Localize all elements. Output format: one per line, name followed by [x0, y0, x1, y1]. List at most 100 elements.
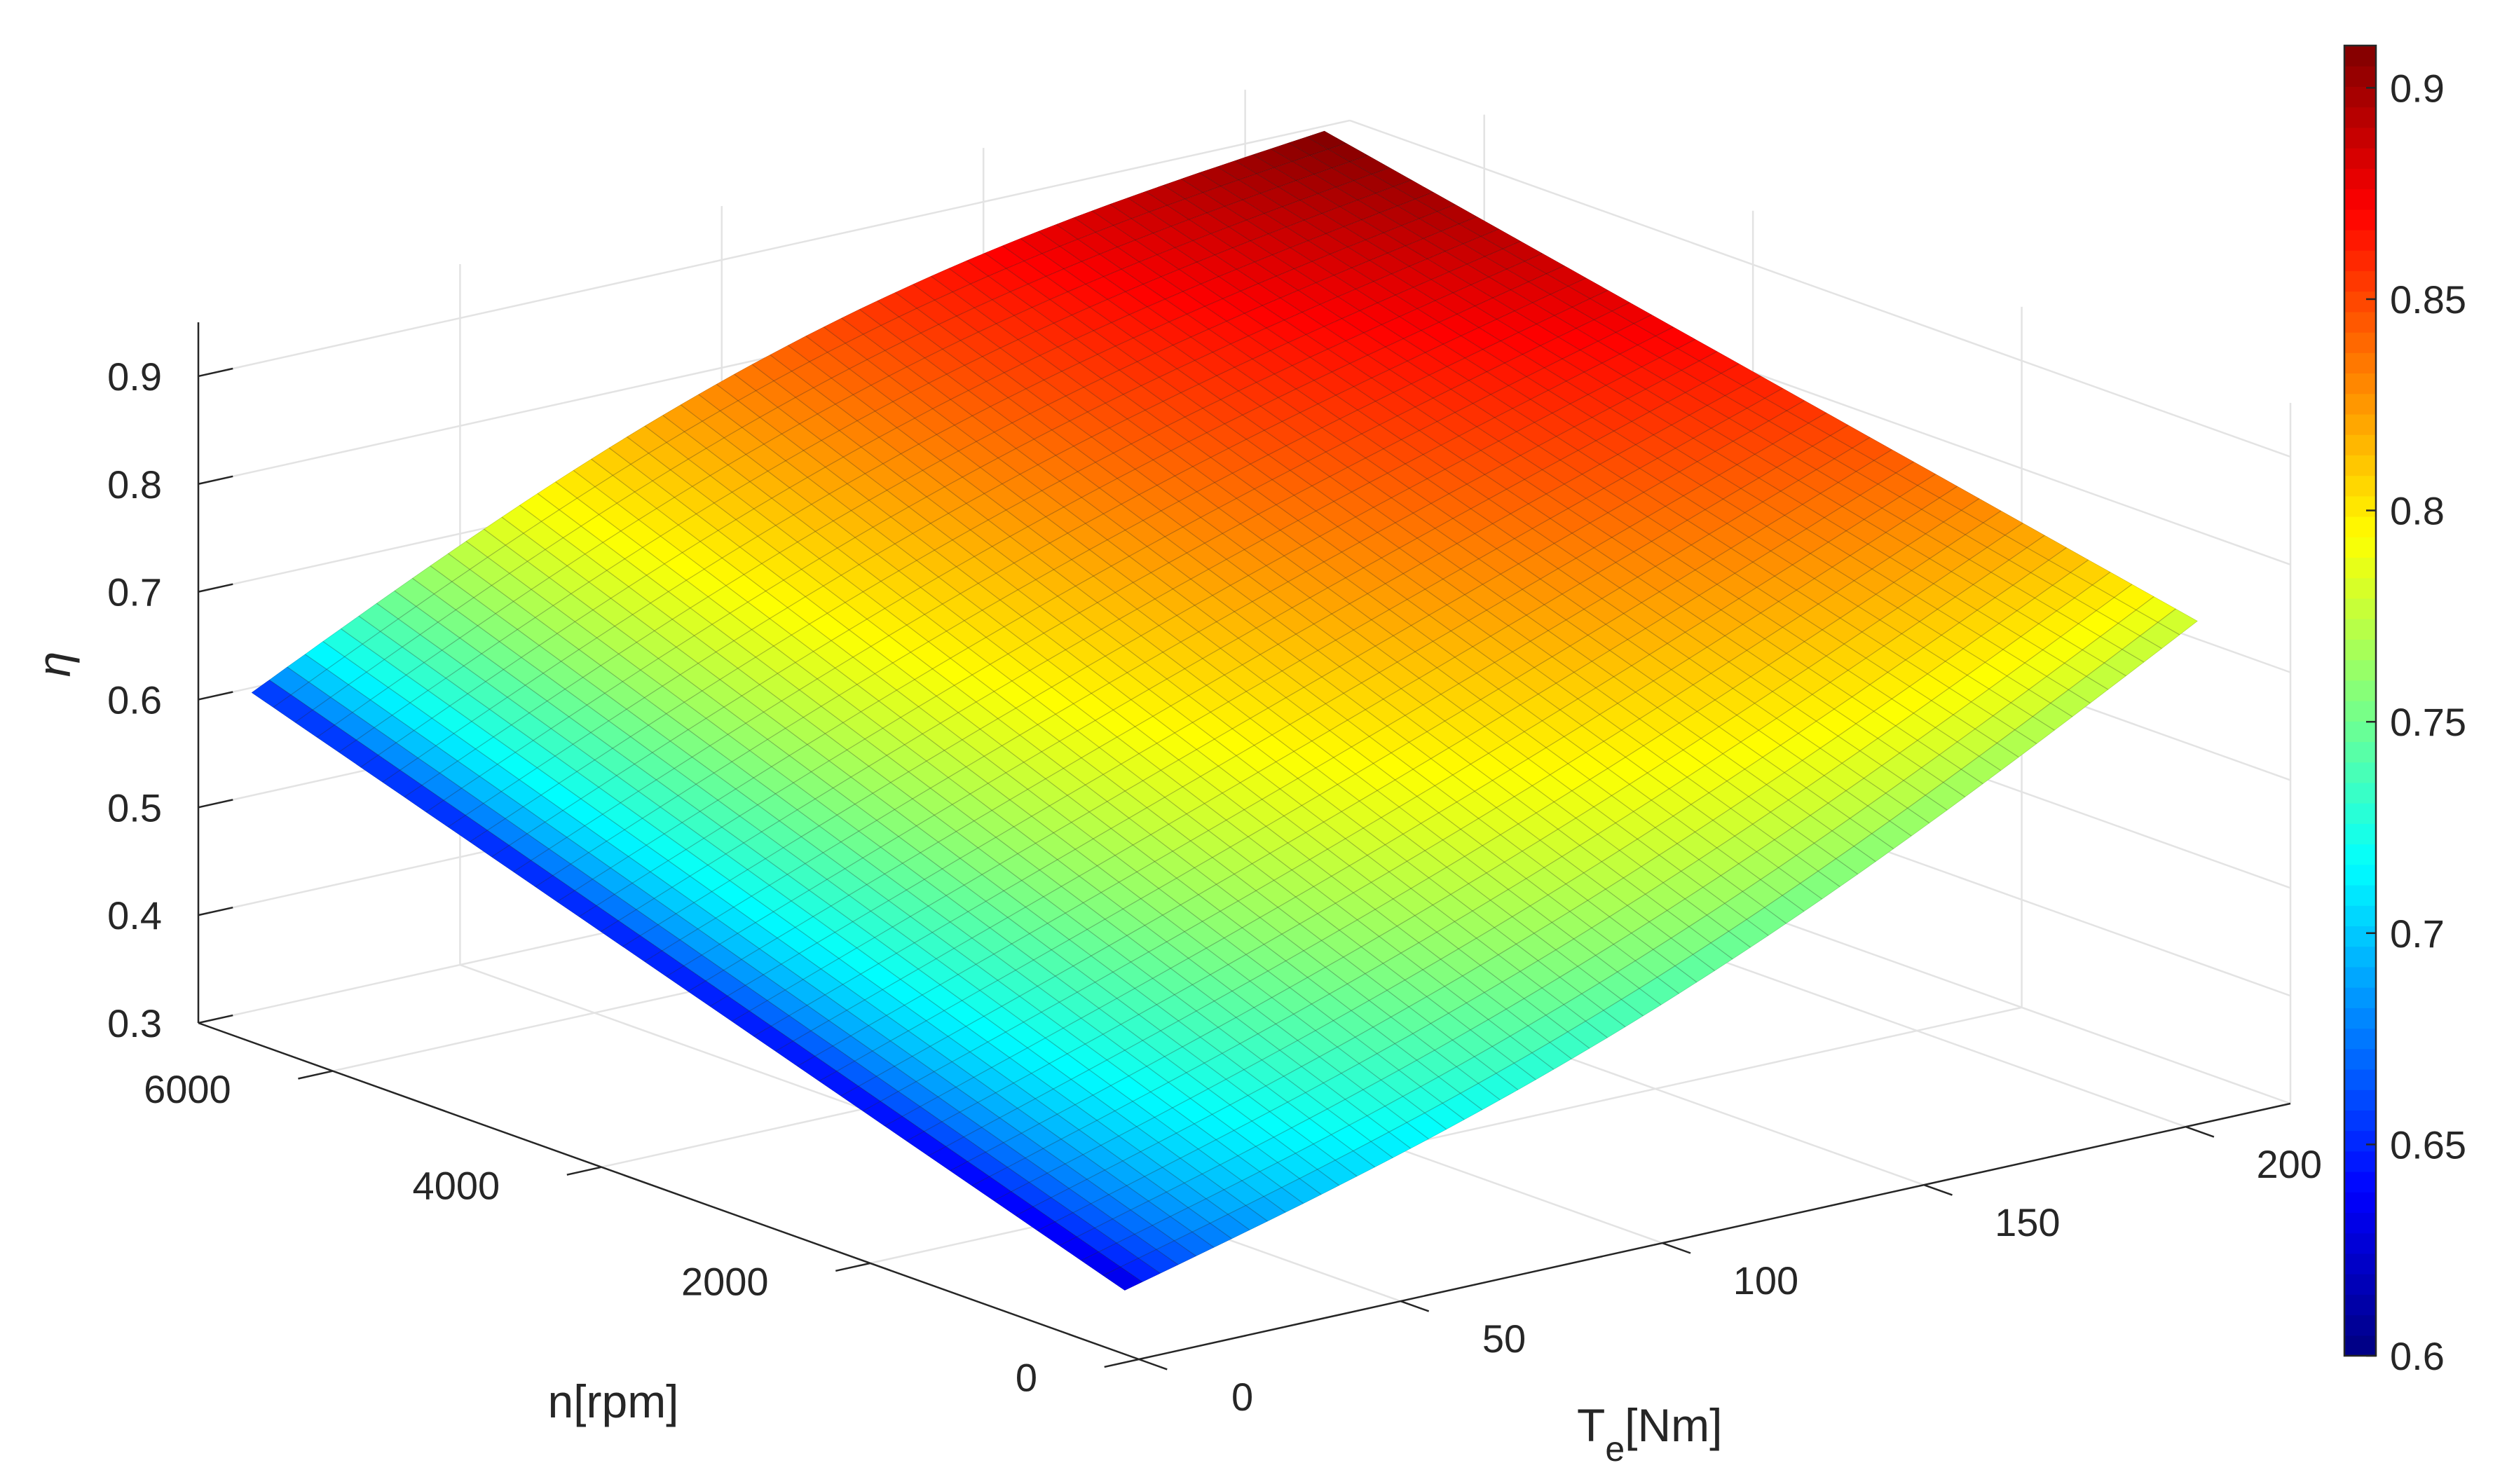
x-tick-label: 0 [1231, 1375, 1253, 1419]
colorbar-swatch [2344, 209, 2376, 231]
colorbar-swatch [2344, 537, 2376, 558]
colorbar-swatch [2344, 373, 2376, 394]
colorbar-swatch [2344, 413, 2376, 435]
colorbar-swatch [2344, 1028, 2376, 1050]
x-axis-label: Te[Nm] [1577, 1399, 1722, 1469]
colorbar-swatch [2344, 1150, 2376, 1172]
colorbar-swatch [2344, 332, 2376, 353]
colorbar-swatch [2344, 148, 2376, 169]
colorbar-swatch [2344, 619, 2376, 640]
x-tick-mark [1400, 1300, 1430, 1312]
surface-patch [2157, 608, 2198, 635]
colorbar-swatch [2344, 291, 2376, 312]
colorbar-swatch [2344, 782, 2376, 804]
surface-patch [1545, 265, 1587, 287]
colorbar-swatch [2344, 1130, 2376, 1152]
colorbar-swatch [2344, 250, 2376, 272]
surface-plot [251, 130, 2198, 1291]
colorbar-swatch [2344, 1335, 2376, 1356]
colorbar-tick-label: 0.8 [2390, 489, 2445, 533]
colorbar-swatch [2344, 1232, 2376, 1254]
y-tick-mark [835, 1262, 870, 1272]
colorbar-swatch [2344, 659, 2376, 681]
x-axis-label-sub: e [1605, 1429, 1625, 1469]
x-tick-label: 50 [1482, 1317, 1526, 1361]
colorbar-swatch [2344, 1110, 2376, 1132]
surface-patch [1873, 448, 1915, 474]
z-tick-mark [198, 583, 233, 593]
colorbar-swatch [2344, 844, 2376, 865]
colorbar-swatch [2344, 701, 2376, 722]
z-tick-label: 0.9 [107, 355, 162, 399]
colorbar-swatch [2344, 1253, 2376, 1275]
colorbar-swatch [2344, 598, 2376, 619]
colorbar-tick-label: 0.7 [2390, 912, 2445, 956]
colorbar-tick-label: 0.65 [2390, 1122, 2466, 1167]
z-tick-mark [198, 1014, 233, 1024]
surface-patch [1698, 350, 1740, 374]
colorbar-tick-label: 0.85 [2390, 277, 2466, 322]
colorbar-swatch [2344, 680, 2376, 701]
colorbar-tick-label: 0.75 [2390, 700, 2466, 744]
z-tick-mark [198, 906, 233, 916]
colorbar-swatch [2344, 434, 2376, 455]
colorbar-swatch [2344, 762, 2376, 783]
colorbar-swatch [2344, 1048, 2376, 1070]
colorbar-swatch [2344, 1090, 2376, 1111]
x-tick-mark [2185, 1126, 2215, 1138]
x-axis-label-unit: [Nm] [1625, 1399, 1722, 1451]
surface-patch [1305, 130, 1348, 150]
colorbar-swatch [2344, 946, 2376, 968]
axes-box [197, 322, 2291, 1361]
z-axis-label: η [28, 652, 80, 678]
colorbar-swatch [2344, 577, 2376, 599]
colorbar-swatch [2344, 127, 2376, 149]
grid-line-31 [1349, 119, 2291, 458]
colorbar-swatch [2344, 1274, 2376, 1295]
colorbar-swatch [2344, 311, 2376, 333]
x-axis-label-main: T [1577, 1399, 1605, 1451]
colorbar-swatch [2344, 557, 2376, 579]
surface-patch [2004, 522, 2046, 549]
colorbar-swatch [2344, 1212, 2376, 1234]
surface-patch [1480, 228, 1522, 249]
colorbar-swatch [2344, 905, 2376, 927]
y-axis-line [198, 1022, 1140, 1361]
colorbar-swatch [2344, 721, 2376, 743]
colorbar-swatch [2344, 884, 2376, 906]
surface-patch [1458, 216, 1501, 238]
colorbar-swatch [2344, 393, 2376, 415]
colorbar-swatch [2344, 270, 2376, 292]
surface-patch [1742, 375, 1784, 399]
colorbar-swatch [2344, 495, 2376, 517]
surface-patch [1371, 167, 1413, 187]
x-tick-mark [1138, 1358, 1168, 1370]
colorbar-swatch [2344, 1314, 2376, 1336]
colorbar-swatch [2344, 803, 2376, 824]
x-axis-line [1138, 1102, 2291, 1361]
z-tick-label: 0.7 [107, 570, 162, 614]
y-tick-label: 6000 [144, 1067, 231, 1111]
colorbar: 0.6 0.65 0.7 0.75 0.8 0.85 0.9 [2343, 44, 2466, 1378]
z-tick-label: 0.5 [107, 785, 162, 830]
surface-patch [1611, 302, 1653, 324]
x-tick-label: 200 [2257, 1142, 2322, 1186]
tick-labels: 05010015020002000400060000.30.40.50.60.7… [107, 355, 2322, 1419]
colorbar-swatch [2344, 516, 2376, 537]
colorbar-tick-label: 0.6 [2390, 1334, 2445, 1378]
colorbar-swatch [2344, 926, 2376, 947]
colorbar-swatch [2344, 639, 2376, 661]
colorbar-swatch [2344, 741, 2376, 763]
y-axis-label: n[rpm] [547, 1375, 678, 1427]
colorbar-swatch [2344, 1008, 2376, 1029]
colorbar-swatch [2344, 168, 2376, 190]
y-tick-label: 4000 [413, 1163, 500, 1207]
z-tick-label: 0.3 [107, 1001, 162, 1045]
colorbar-swatch [2344, 455, 2376, 476]
colorbar-swatch [2344, 107, 2376, 128]
colorbar-swatch [2344, 229, 2376, 251]
surface-patch [1895, 461, 1937, 486]
surface-patch [1393, 179, 1435, 200]
colorbar-swatch [2344, 188, 2376, 210]
